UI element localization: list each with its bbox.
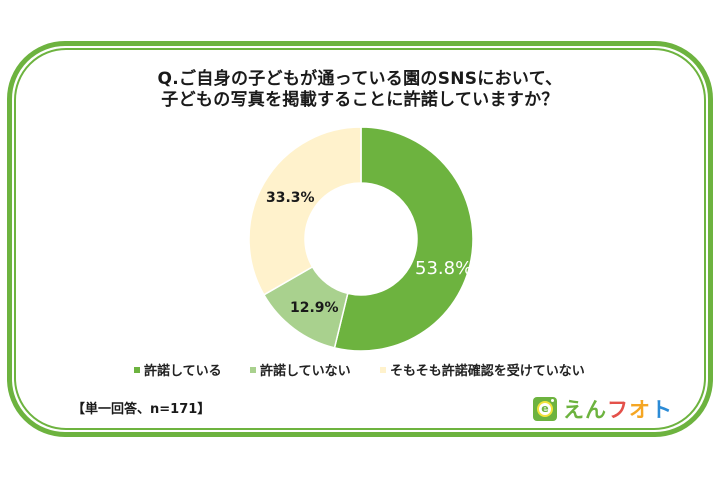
chart-title-line-1: Q.ご自身の子どもが通っている園のSNSにおいて、 (157, 69, 563, 89)
response-note: 【単一回答、n=171】 (72, 402, 211, 417)
logo-text-en: えん (563, 398, 607, 422)
slice-label-permitted: 53.8% (415, 258, 473, 279)
legend-item-not-asked: そもそも許諾確認を受けていない (380, 360, 585, 379)
logo-text-o: オ (629, 398, 651, 422)
legend-swatch-permitted (134, 366, 140, 373)
outer-frame-border (7, 41, 713, 437)
slice-permitted (333, 126, 474, 352)
enphoto-logo-icon: e (533, 397, 557, 421)
slice-label-not-asked: 33.3% (266, 190, 315, 206)
chart-legend: 許諾している 許諾していない そもそも許諾確認を受けていない (0, 360, 720, 380)
legend-label-not-asked: そもそも許諾確認を受けていない (390, 364, 585, 379)
enphoto-logo: e えんフオト (533, 394, 673, 424)
slice-label-not-permitted: 12.9% (290, 300, 339, 316)
logo-text-to: ト (651, 398, 673, 422)
legend-swatch-not-asked (380, 366, 386, 373)
legend-item-not-permitted: 許諾していない (250, 360, 351, 379)
legend-item-permitted: 許諾している (134, 360, 222, 379)
logo-dot-icon (551, 399, 554, 402)
logo-text-fu: フ (607, 398, 629, 422)
enphoto-logo-text: えんフオト (563, 394, 673, 424)
chart-title-line-2: 子どもの写真を掲載することに許諾していますか？ (161, 90, 559, 110)
legend-label-permitted: 許諾している (144, 364, 222, 379)
legend-swatch-not-permitted (250, 366, 256, 373)
slice-not-asked (248, 126, 362, 296)
inner-frame-border (14, 48, 706, 430)
logo-e-icon: e (537, 401, 553, 417)
legend-label-not-permitted: 許諾していない (260, 364, 351, 379)
